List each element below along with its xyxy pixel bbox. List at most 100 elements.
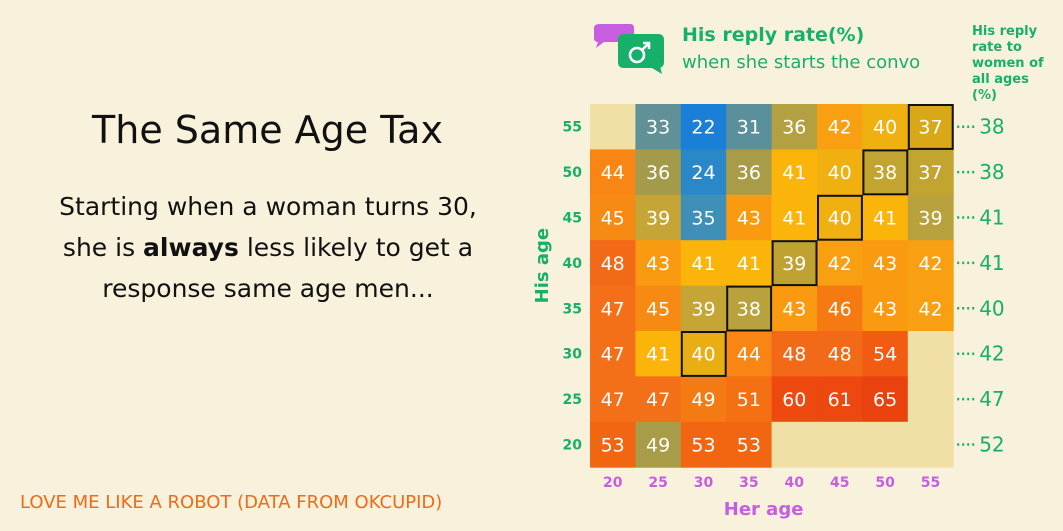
heatmap-cell [907,331,954,377]
cell-value-label: 42 [918,298,942,320]
heatmap-cell [680,149,727,196]
row-total-value: 38 [979,160,1004,184]
y-tick-label: 50 [563,165,583,181]
row-total-value: 38 [979,115,1004,139]
cell-value-label: 41 [691,253,715,275]
y-tick-label: 40 [563,256,583,272]
cell-value-label: 39 [646,208,670,230]
heatmap-cell [635,104,682,150]
cell-value-label: 41 [646,344,670,366]
heatmap-cell [817,421,863,468]
x-tick-label: 55 [921,475,940,491]
heatmap-cell [635,421,682,468]
heatmap-cell [590,331,636,377]
same-age-outline [862,149,909,196]
cell-value-label: 33 [646,117,670,139]
heatmap-cell [907,149,954,196]
heatmap-cell [817,331,863,377]
y-tick-label: 35 [563,301,582,317]
heatmap-cell [817,194,863,241]
heatmap-cell [680,194,727,241]
cell-value-label: 47 [601,298,625,320]
heatmap-cell [817,376,863,423]
cell-value-label: 53 [737,435,761,457]
heatmap-cell [680,240,727,287]
cell-value-label: 48 [828,344,852,366]
row-total-value: 47 [979,387,1004,411]
cell-value-label: 43 [873,298,897,320]
heatmap-cell [680,104,727,150]
cell-value-label: 49 [691,389,715,411]
heatmap-cell [680,285,727,332]
cell-value-label: 54 [873,344,897,366]
cell-value-label: 42 [828,117,852,139]
cell-value-label: 40 [828,162,852,184]
row-total-value: 41 [979,206,1004,230]
x-tick-label: 30 [694,475,714,491]
cell-value-label: 47 [646,389,670,411]
x-axis-label: Her age [724,499,804,520]
heatmap-cell [771,285,818,332]
cell-value-label: 40 [691,344,715,366]
cell-value-label: 61 [828,389,852,411]
heatmap-cell [907,376,954,423]
heatmap-cell [862,421,909,468]
cell-value-label: 49 [646,435,670,457]
heatmap-cell [680,331,727,377]
cell-value-label: 40 [873,117,897,139]
heatmap-cell [771,240,818,287]
cell-value-label: 51 [737,389,761,411]
y-tick-label: 20 [563,438,583,454]
cell-value-label: 65 [873,389,897,411]
cell-value-label: 24 [691,162,715,184]
cell-value-label: 43 [737,208,761,230]
heatmap-cell [907,194,954,241]
cell-value-label: 22 [691,117,715,139]
cell-value-label: 43 [782,298,806,320]
heatmap-cell [817,104,863,150]
description-part-1: Starting when a woman turns 30, she is [59,192,477,262]
heatmap-cell [862,331,909,377]
cell-value-label: 37 [918,162,942,184]
cell-value-label: 38 [873,162,897,184]
heatmap-cell [817,240,863,287]
row-total-value: 41 [979,251,1004,275]
row-totals-header: His reply rate to women of all ages (%) [972,24,1044,103]
heatmap-cell [907,240,954,287]
heatmap-cell [771,331,818,377]
heatmap-cell [726,240,773,287]
heatmap-cell [862,240,909,287]
cell-value-label: 46 [828,298,852,320]
description-part-2: less likely to get a response same age m… [102,233,474,303]
cell-value-label: 53 [691,435,715,457]
heatmap-cell [590,194,636,241]
cell-value-label: 39 [918,208,942,230]
description-emphasis: always [143,233,239,262]
x-tick-label: 35 [739,475,758,491]
cell-value-label: 47 [601,344,625,366]
cell-value-label: 40 [828,208,852,230]
cell-value-label: 48 [782,344,806,366]
y-tick-label: 55 [563,120,582,136]
cell-value-label: 31 [737,117,761,139]
heatmap-cell [771,194,818,241]
heatmap-cell [590,104,636,150]
y-tick-label: 25 [563,392,582,408]
same-age-outline [726,285,773,332]
heatmap-cell [590,285,636,332]
heatmap-cell [590,376,636,423]
heatmap-cell [635,149,682,196]
page-title: The Same Age Tax [92,108,443,152]
male-chat-bubble-icon [592,22,674,78]
cell-value-label: 42 [828,253,852,275]
cell-value-label: 48 [601,253,625,275]
source-credit: LOVE ME LIKE A ROBOT (DATA FROM OKCUPID) [20,492,443,513]
heatmap-cell [862,376,909,423]
same-age-outline [771,240,818,287]
y-tick-label: 30 [563,347,583,363]
cell-value-label: 35 [691,208,715,230]
heatmap-cell [907,104,954,150]
cell-value-label: 41 [737,253,761,275]
heatmap-cell [726,285,773,332]
cell-value-label: 38 [737,298,761,320]
